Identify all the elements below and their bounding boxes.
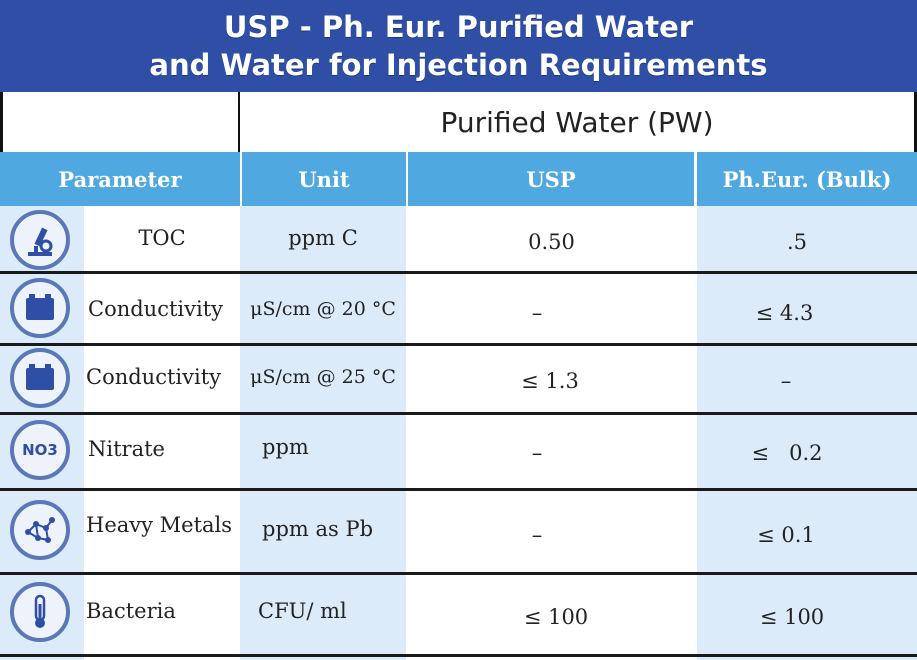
pheur-bacteria: ≤ 100: [759, 605, 825, 629]
pheur-nitrate: ≤ 0.2: [751, 441, 823, 465]
usp-conductivity-20: –: [531, 301, 543, 325]
column-header-parameter: Parameter: [0, 152, 240, 206]
table-title: USP - Ph. Eur. Purified Water and Water …: [0, 0, 917, 92]
table-row: [10, 348, 70, 408]
usp-heavy-metals: –: [531, 523, 543, 547]
row-separator: [0, 488, 917, 491]
parameter-conductivity-20: Conductivity: [88, 297, 224, 321]
row-separator: [0, 271, 917, 274]
pheur-toc: .5: [786, 230, 808, 254]
table-row: [10, 500, 70, 560]
table-row: [10, 278, 70, 338]
usp-bacteria: ≤ 100: [523, 605, 589, 629]
parameter-bacteria: Bacteria: [86, 599, 176, 623]
usp-conductivity-25: ≤ 1.3: [521, 369, 579, 393]
column-header-unit: Unit: [240, 152, 406, 206]
table-row: [10, 210, 70, 270]
unit-nitrate: ppm: [262, 435, 309, 459]
title-line-1: USP - Ph. Eur. Purified Water: [223, 10, 694, 44]
subheader-pw: Purified Water (PW): [240, 92, 917, 152]
pheur-conductivity-20: ≤ 4.3: [755, 301, 814, 325]
nitrate-icon: NO3: [10, 420, 70, 480]
unit-toc: ppm C: [288, 226, 358, 250]
row-separator: [0, 412, 917, 415]
parameter-heavy-metals: Heavy Metals: [86, 513, 233, 537]
parameter-conductivity-25: Conductivity: [86, 365, 222, 389]
battery-icon: [10, 278, 70, 338]
row-separator: [0, 654, 917, 657]
column-header-usp: USP: [406, 152, 694, 206]
microscope-icon: [10, 210, 70, 270]
row-separator: [0, 343, 917, 346]
parameter-toc: TOC: [138, 226, 186, 250]
parameter-nitrate: Nitrate: [88, 437, 165, 461]
unit-heavy-metals: ppm as Pb: [262, 517, 374, 541]
unit-bacteria: CFU/ ml: [258, 599, 347, 623]
column-header-pheur: Ph.Eur. (Bulk): [694, 152, 917, 206]
thermometer-icon: [10, 582, 70, 642]
title-line-2: and Water for Injection Requirements: [149, 48, 768, 82]
unit-column-stripe: [240, 206, 406, 660]
subheader-blank-cell: [0, 92, 240, 152]
unit-conductivity-25: μS/cm @ 25 °C: [250, 366, 396, 388]
unit-conductivity-20: μS/cm @ 20 °C: [250, 298, 396, 320]
battery-icon: [10, 348, 70, 408]
usp-nitrate: –: [531, 441, 543, 465]
pheur-heavy-metals: ≤ 0.1: [757, 523, 815, 547]
row-separator: [0, 572, 917, 575]
molecule-icon: [10, 500, 70, 560]
pheur-conductivity-25: –: [780, 369, 792, 393]
table-row: [10, 582, 70, 642]
pheur-column-stripe: [697, 206, 917, 660]
usp-toc: 0.50: [528, 230, 575, 254]
table-row: NO3: [10, 420, 70, 480]
